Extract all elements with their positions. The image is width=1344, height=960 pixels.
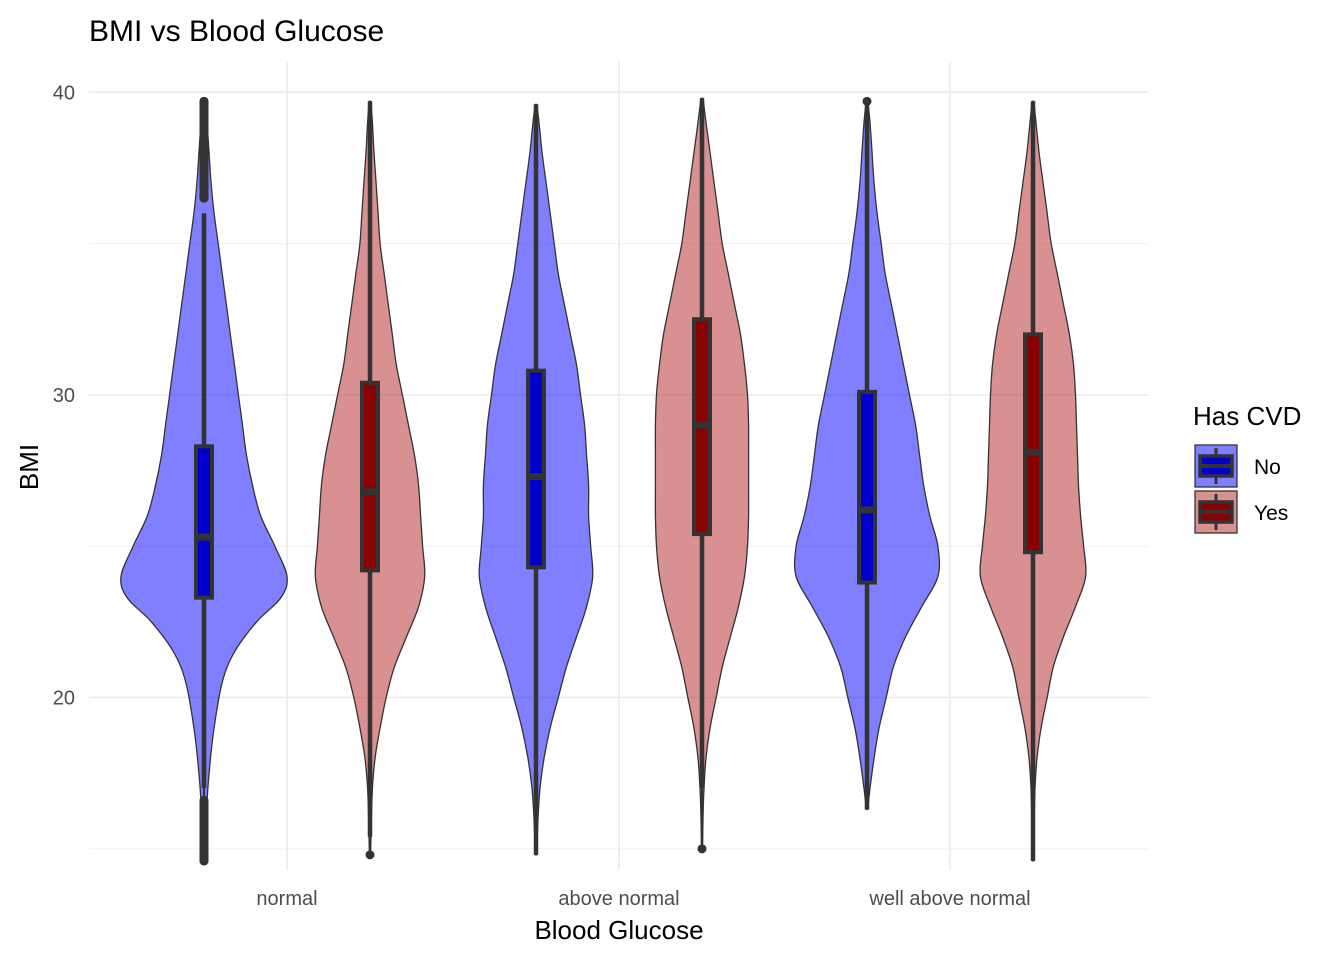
y-axis-title: BMI [14, 444, 44, 490]
x-tick-label: well above normal [868, 888, 1030, 910]
iqr-box [857, 389, 877, 585]
violin-no-above-normal [478, 103, 594, 856]
legend-label: Yes [1254, 502, 1288, 525]
legend-keys: No Yes [1194, 444, 1288, 534]
outlier-point [862, 96, 872, 106]
x-axis-title: Blood Glucose [534, 915, 703, 945]
outlier-point [697, 844, 707, 854]
violin-yes-above-normal [654, 97, 750, 854]
violin-no-well-above-normal [793, 96, 941, 811]
y-tick-label: 20 [53, 688, 75, 710]
x-tick-label: normal [256, 888, 317, 910]
legend-key-yes: Yes [1194, 490, 1288, 534]
y-tick-label: 30 [53, 385, 75, 407]
legend-key-no: No [1194, 444, 1281, 488]
x-axis-tick-labels: normal above normal well above normal [256, 888, 1030, 910]
y-tick-label: 40 [53, 82, 75, 104]
iqr-box [526, 368, 546, 570]
iqr-box [1023, 332, 1043, 555]
y-axis-tick-labels: 20 30 40 [53, 82, 75, 709]
violin-marks [120, 96, 1087, 866]
chart-title: BMI vs Blood Glucose [89, 15, 384, 48]
outlier-point [365, 850, 375, 860]
iqr-box [360, 380, 380, 573]
legend-label: No [1254, 456, 1281, 479]
iqr-box [194, 444, 214, 600]
x-tick-label: above normal [558, 888, 679, 910]
violin-no-normal [120, 96, 288, 866]
legend: Has CVD No Yes [1193, 401, 1301, 534]
violin-yes-normal [314, 100, 426, 860]
legend-title: Has CVD [1193, 401, 1301, 431]
violin-yes-well-above-normal [979, 100, 1087, 862]
